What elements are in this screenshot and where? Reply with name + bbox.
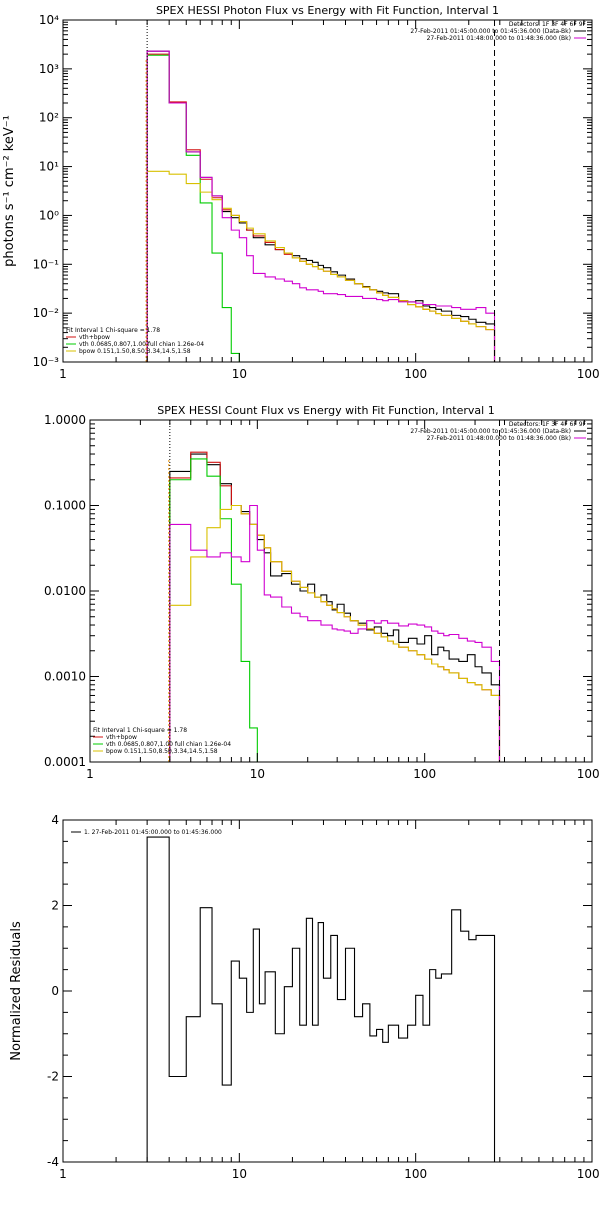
count-legend_bottom-label: vth 0.0685,0.807,1.00 full chian 1.26e-0… xyxy=(106,741,231,748)
photon-xtick-label: 10 xyxy=(232,367,247,381)
residual-ytick-label: 2 xyxy=(51,899,59,913)
count-legend_top-header: Detectors: 1F 3F 4F 6F 9F xyxy=(509,421,587,428)
residual-legend_top-label: 1. 27-Feb-2011 01:45:00.000 to 01:45:36.… xyxy=(84,829,222,836)
photon-ytick-label: 10⁴ xyxy=(39,13,59,27)
count-series-bpow xyxy=(169,504,501,762)
count-ytick-label: 0.1000 xyxy=(44,499,86,513)
count-xtick-label: 10 xyxy=(250,767,265,781)
photon-series-bk xyxy=(146,50,496,362)
residual-chart: 1 10 100 1000 -4 -2 0 2 4 Normalized Residuals 1. … xyxy=(9,813,600,1181)
photon-series-bpow xyxy=(146,170,496,362)
residual-ytick-label: 4 xyxy=(51,813,59,827)
residual-ytick-label: -4 xyxy=(47,1155,59,1169)
residual-xtick-label: 1000 xyxy=(577,1167,600,1181)
count-frame xyxy=(89,419,593,763)
count-plot-area xyxy=(168,420,501,762)
residual-series-residual xyxy=(146,836,496,1162)
residual-plot-area xyxy=(146,836,496,1162)
photon-chart: SPEX HESSI Photon Flux vs Energy with Fi… xyxy=(2,4,600,381)
photon-ytick-label: 10³ xyxy=(39,62,59,76)
photon-legend_bottom-header: Fit Interval 1 Chi-square = 1.78 xyxy=(66,327,160,334)
count-xtick-label: 1 xyxy=(86,767,94,781)
photon-xtick-label: 1000 xyxy=(577,367,600,381)
count-legend_bottom-label: bpow 0.151,1.50,8.50,3.34,14.5,1.58 xyxy=(106,748,218,755)
count-series-vth xyxy=(169,458,265,762)
count-title: SPEX HESSI Count Flux vs Energy with Fit… xyxy=(157,404,494,417)
photon-legend_top-header: Detectors: 1F 3F 4F 6F 9F xyxy=(509,21,587,28)
photon-legend_bottom-label: vth 0.0685,0.807,1.00 full chian 1.26e-0… xyxy=(79,341,204,348)
photon-ytick-label: 10¹ xyxy=(39,160,59,174)
residual-xtick-label: 100 xyxy=(404,1167,427,1181)
count-ytick-label: 1.0000 xyxy=(44,413,86,427)
count-legend_top-label: 27-Feb-2011 01:45:00.000 to 01:45:36.000… xyxy=(410,428,571,435)
photon-frame xyxy=(62,19,593,363)
photon-plot-area xyxy=(145,20,496,362)
count-ytick-label: 0.0001 xyxy=(44,755,86,769)
residual-ytick-label: -2 xyxy=(47,1070,59,1084)
photon-legend_bottom: Fit Interval 1 Chi-square = 1.78vth+bpow… xyxy=(66,327,204,355)
residual-ytick-label: 0 xyxy=(51,984,59,998)
residual-frame xyxy=(62,819,593,1163)
count-ytick-label: 0.0010 xyxy=(44,670,86,684)
photon-ytick-label: 10⁻³ xyxy=(33,355,60,369)
photon-series-total xyxy=(146,50,496,362)
photon-legend_top-label: 27-Feb-2011 01:45:00.000 to 01:45:36.000… xyxy=(410,28,571,35)
residual-xtick-label: 10 xyxy=(232,1167,247,1181)
photon-ylabel: photons s⁻¹ cm⁻² keV⁻¹ xyxy=(2,115,17,267)
count-legend_bottom: Fit Interval 1 Chi-square = 1.78vth+bpow… xyxy=(93,727,231,755)
count-ytick-label: 0.0100 xyxy=(44,584,86,598)
count-series-total xyxy=(169,453,501,762)
photon-legend_top-label: 27-Feb-2011 01:48:00.000 to 01:48:36.000… xyxy=(427,35,571,42)
photon-legend_bottom-label: bpow 0.151,1.50,8.50,3.34,14.5,1.58 xyxy=(79,348,191,355)
photon-legend_bottom-label: vth+bpow xyxy=(79,334,110,341)
residual-legend_top: 1. 27-Feb-2011 01:45:00.000 to 01:45:36.… xyxy=(71,829,222,836)
count-xtick-label: 1000 xyxy=(577,767,600,781)
count-legend_bottom-label: vth+bpow xyxy=(106,734,137,741)
photon-ytick-label: 10⁰ xyxy=(39,208,59,222)
photon-ytick-label: 10⁻¹ xyxy=(33,257,60,271)
count-chart: SPEX HESSI Count Flux vs Energy with Fit… xyxy=(44,404,600,781)
photon-xtick-label: 1 xyxy=(59,367,67,381)
count-legend_bottom-header: Fit Interval 1 Chi-square = 1.78 xyxy=(93,727,187,734)
photon-ytick-label: 10² xyxy=(39,111,59,125)
residual-xtick-label: 1 xyxy=(59,1167,67,1181)
photon-ytick-label: 10⁻² xyxy=(33,306,60,320)
photon-xtick-label: 100 xyxy=(404,367,427,381)
count-xtick-label: 100 xyxy=(413,767,436,781)
count-series-bk xyxy=(169,504,501,762)
count-legend_top-label: 27-Feb-2011 01:48:00.000 to 01:48:36.000… xyxy=(427,435,571,442)
residual-ylabel: Normalized Residuals xyxy=(9,921,24,1061)
count-series-vth_bpow xyxy=(169,451,501,762)
photon-title: SPEX HESSI Photon Flux vs Energy with Fi… xyxy=(156,4,499,17)
